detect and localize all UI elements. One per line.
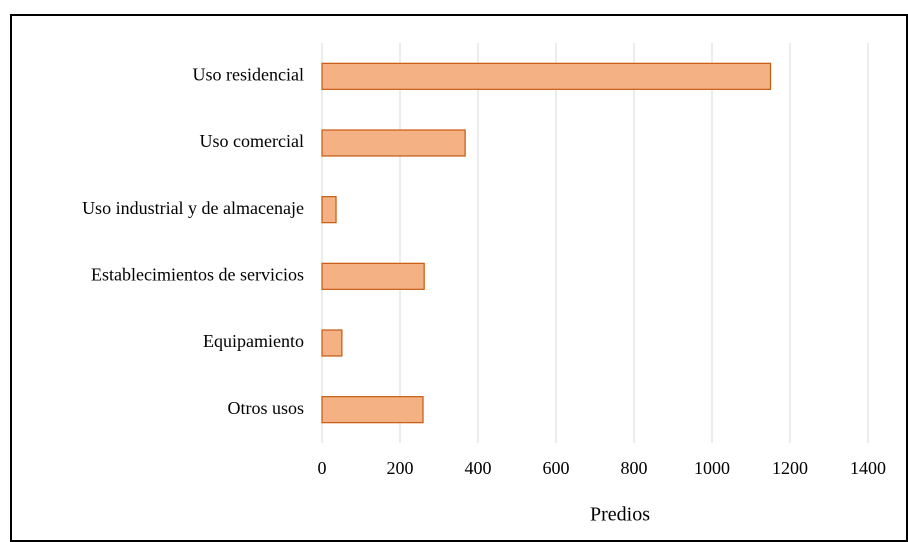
- x-tick-label: 1400: [850, 458, 886, 478]
- bar: [321, 62, 772, 90]
- x-tick-label: 800: [621, 458, 648, 478]
- x-tick-label: 600: [543, 458, 570, 478]
- chart-border: [10, 14, 908, 542]
- y-tick-label: Equipamiento: [203, 331, 304, 351]
- x-tick-label: 400: [465, 458, 492, 478]
- y-tick-label: Uso comercial: [200, 131, 304, 151]
- x-tick-label: 1200: [772, 458, 808, 478]
- bar: [321, 396, 424, 424]
- x-tick-label: 200: [387, 458, 414, 478]
- x-axis-label: Predios: [590, 504, 650, 526]
- bar: [321, 129, 466, 157]
- bar: [321, 196, 337, 224]
- y-tick-label: Uso residencial: [193, 64, 304, 84]
- y-tick-label: Uso industrial y de almacenaje: [82, 198, 304, 218]
- bar: [321, 262, 425, 290]
- bar: [321, 329, 343, 357]
- y-tick-label: Otros usos: [227, 398, 304, 418]
- x-tick-label: 1000: [694, 458, 730, 478]
- y-tick-label: Establecimientos de servicios: [91, 264, 304, 284]
- x-tick-label: 0: [318, 458, 327, 478]
